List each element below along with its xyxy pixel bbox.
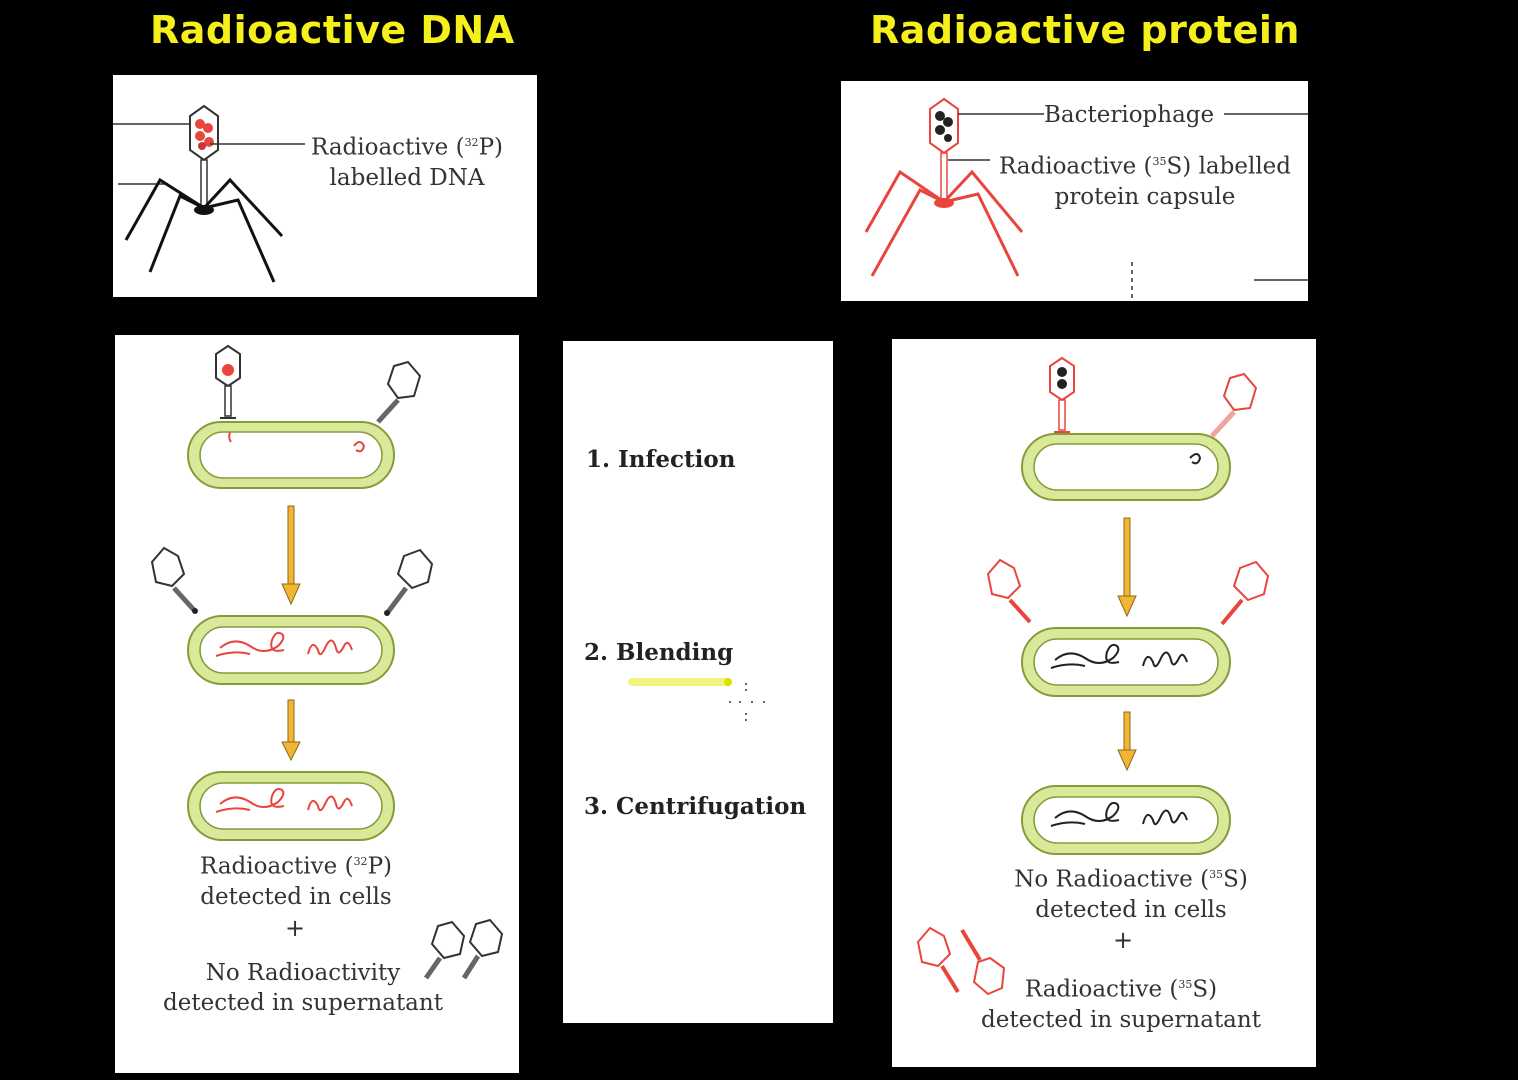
line3: No Radioactivity <box>205 960 401 986</box>
right-ghost-phage-1 <box>986 558 1032 624</box>
label-line1: Radioactive ( <box>310 134 465 161</box>
isotope-32: 32 <box>464 136 479 149</box>
line2: detected in cells <box>1035 896 1227 923</box>
left-result-cells: Radioactive (32P) detected in cells <box>176 847 416 912</box>
phage-dna-labelled-illustration <box>113 104 305 283</box>
step-infection: 1. Infection <box>586 446 736 473</box>
right-result-supernatant: Radioactive (35S) detected in supernatan… <box>966 970 1276 1035</box>
left-result-supernatant: No Radioactivity detected in supernatant <box>150 958 456 1018</box>
isotope-35: 35 <box>1209 868 1224 881</box>
left-phage-attached-2 <box>376 360 422 424</box>
line4: detected in supernatant <box>981 1006 1261 1033</box>
label-line2: labelled DNA <box>329 164 485 191</box>
right-phage-attached-black-dna <box>1049 356 1075 433</box>
right-supernatant-phages <box>916 926 1006 996</box>
left-supernatant-phages <box>423 918 504 980</box>
right-cell-blended <box>1021 627 1231 697</box>
left-ghost-phage-2 <box>384 548 434 616</box>
left-plus: + <box>285 914 306 942</box>
line2: detected in cells <box>200 883 392 910</box>
heading-radioactive-dna: Radioactive DNA <box>150 8 515 52</box>
step-blending: 2. Blending <box>584 639 734 666</box>
label-line1: Radioactive ( <box>998 153 1153 180</box>
line1-post: S) <box>1223 866 1248 893</box>
left-cell-infection <box>187 421 395 489</box>
isotope-35: 35 <box>1178 978 1193 991</box>
line3-pre: Radioactive ( <box>1024 976 1179 1003</box>
left-arrow-2 <box>281 699 301 762</box>
isotope-35: 35 <box>1152 155 1167 168</box>
right-result-cells: No Radioactive (35S) detected in cells <box>1000 860 1262 925</box>
line1-pre: No Radioactive ( <box>1014 866 1210 893</box>
line3-post: S) <box>1192 976 1218 1003</box>
right-arrow-1 <box>1117 517 1137 618</box>
label-radioactive-35s-protein: Radioactive (35S) labelled protein capsu… <box>990 147 1300 212</box>
element-p: P) <box>478 134 504 161</box>
element-s: S) labelled <box>1166 153 1292 180</box>
panel-dna-phage <box>113 75 537 297</box>
line1-post: P) <box>367 853 393 880</box>
right-cell-centrifuged <box>1021 785 1231 855</box>
right-arrow-2 <box>1117 711 1137 772</box>
isotope-32: 32 <box>353 855 368 868</box>
right-ghost-phage-2 <box>1220 560 1270 626</box>
right-plus: + <box>1113 926 1134 954</box>
left-cell-centrifuged <box>187 771 395 841</box>
left-ghost-phage-1 <box>150 546 198 614</box>
line1-pre: Radioactive ( <box>199 853 354 880</box>
label-radioactive-32p-dna: Radioactive (32P) labelled DNA <box>302 128 512 193</box>
right-cell-infection <box>1021 433 1231 501</box>
label-bacteriophage: Bacteriophage <box>1044 102 1215 128</box>
label-line2: protein capsule <box>1054 183 1236 210</box>
line4: detected in supernatant <box>163 990 443 1016</box>
phage-protein-labelled-illustration <box>864 97 1308 300</box>
blending-highlight <box>628 678 765 721</box>
step-centrifugation: 3. Centrifugation <box>584 793 807 820</box>
heading-radioactive-protein: Radioactive protein <box>870 8 1300 52</box>
left-cell-blended <box>187 615 395 685</box>
right-phage-attached-2 <box>1210 372 1258 438</box>
left-phage-attached-red-dna <box>215 344 241 419</box>
left-arrow-1 <box>281 505 301 606</box>
